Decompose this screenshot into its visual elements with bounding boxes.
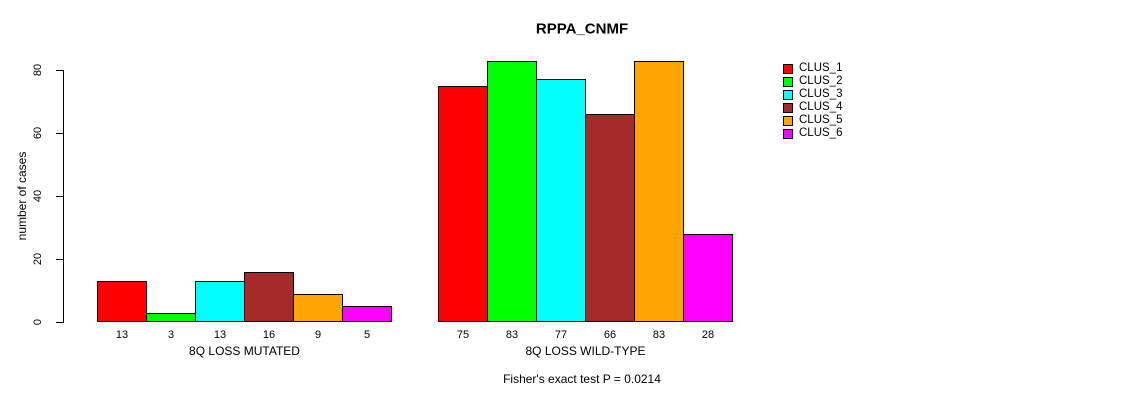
bar-clus_5 xyxy=(634,60,684,322)
y-tick-mark xyxy=(56,70,63,71)
bar-value-label: 83 xyxy=(652,329,666,341)
bar-clus_3 xyxy=(536,79,586,322)
bar-value-label: 75 xyxy=(456,329,470,341)
legend-label: CLUS_5 xyxy=(799,114,843,126)
bar-value-label: 3 xyxy=(167,329,175,341)
legend-swatch-icon xyxy=(783,76,793,87)
legend-row: CLUS_2 xyxy=(783,75,842,88)
bar-value-label: 28 xyxy=(701,329,715,341)
category-label: 8Q LOSS WILD-TYPE xyxy=(525,344,646,358)
bar-clus_2 xyxy=(146,312,196,322)
chart-title: RPPA_CNMF xyxy=(535,20,629,38)
y-tick-label: 40 xyxy=(32,189,44,203)
legend-swatch-icon xyxy=(783,115,793,126)
bar-clus_2 xyxy=(487,60,537,322)
y-tick-label: 60 xyxy=(32,126,44,140)
bar-value-label: 13 xyxy=(213,329,227,341)
y-tick-mark xyxy=(56,259,63,260)
legend-swatch-icon xyxy=(783,102,793,113)
y-tick-mark xyxy=(56,196,63,197)
y-axis-line xyxy=(63,70,64,323)
legend-swatch-icon xyxy=(783,63,793,74)
bar-clus_6 xyxy=(683,233,733,322)
legend-label: CLUS_3 xyxy=(799,88,843,100)
legend: CLUS_1 CLUS_2 CLUS_3 CLUS_4 CLUS_5 CLUS_6 xyxy=(783,62,842,140)
bar-value-label: 13 xyxy=(115,329,129,341)
y-tick-label: 0 xyxy=(32,318,44,326)
bar-value-label: 16 xyxy=(262,329,276,341)
legend-row: CLUS_5 xyxy=(783,114,842,127)
bar-clus_1 xyxy=(97,281,147,322)
bar-clus_4 xyxy=(585,114,635,322)
legend-label: CLUS_2 xyxy=(799,75,843,87)
y-axis-label: number of cases xyxy=(15,151,29,241)
bar-value-label: 5 xyxy=(363,329,371,341)
bar-clus_3 xyxy=(195,281,245,322)
bar-clus_6 xyxy=(342,306,392,322)
caption: Fisher's exact test P = 0.0214 xyxy=(503,372,661,386)
y-tick-label: 80 xyxy=(32,63,44,77)
bar-value-label: 83 xyxy=(505,329,519,341)
legend-label: CLUS_4 xyxy=(799,101,843,113)
bar-value-label: 77 xyxy=(554,329,568,341)
legend-row: CLUS_6 xyxy=(783,127,842,140)
legend-label: CLUS_6 xyxy=(799,127,843,139)
legend-swatch-icon xyxy=(783,89,793,100)
bar-value-label: 9 xyxy=(314,329,322,341)
legend-row: CLUS_3 xyxy=(783,88,842,101)
y-tick-mark xyxy=(56,322,63,323)
legend-label: CLUS_1 xyxy=(799,62,843,74)
bar-clus_1 xyxy=(438,85,488,322)
y-tick-label: 20 xyxy=(32,252,44,266)
legend-row: CLUS_1 xyxy=(783,62,842,75)
bar-value-label: 66 xyxy=(603,329,617,341)
y-tick-mark xyxy=(56,133,63,134)
bar-clus_5 xyxy=(293,293,343,322)
legend-row: CLUS_4 xyxy=(783,101,842,114)
category-label: 8Q LOSS MUTATED xyxy=(189,344,300,358)
legend-swatch-icon xyxy=(783,128,793,139)
bar-clus_4 xyxy=(244,271,294,322)
